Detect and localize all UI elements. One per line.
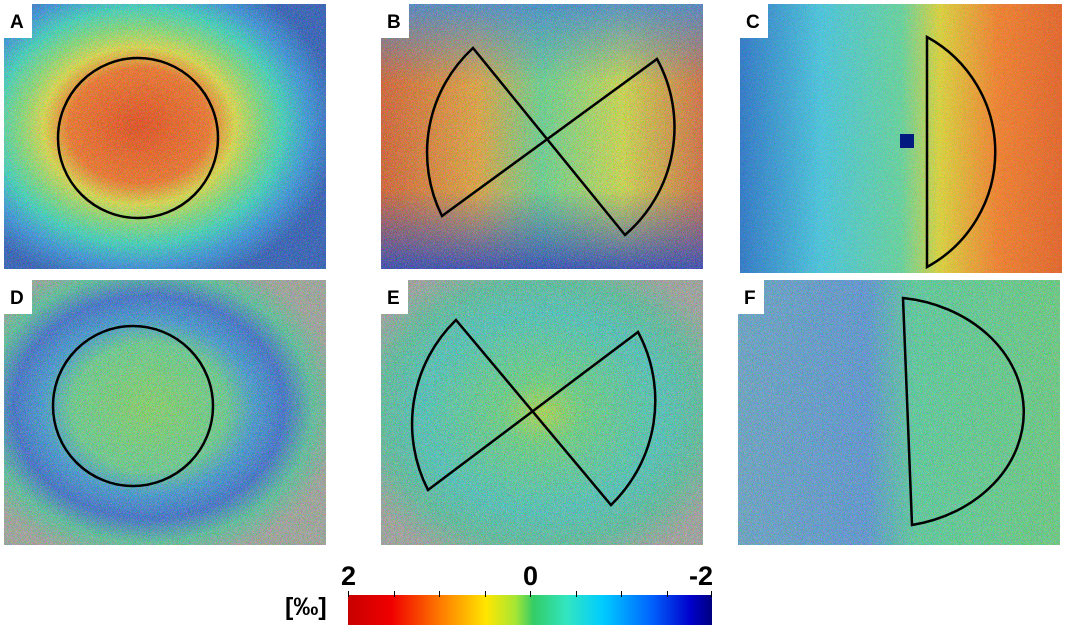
panel-d-heatmap bbox=[4, 280, 326, 545]
colorbar-unit: [‰] bbox=[285, 593, 327, 621]
half-disk-outline bbox=[901, 296, 1025, 527]
colorbar-min-label: -2 bbox=[689, 561, 714, 591]
bowtie-outline bbox=[425, 46, 676, 237]
panel-f: F bbox=[738, 280, 1060, 545]
circle-outline bbox=[51, 324, 215, 488]
panel-label-a: A bbox=[4, 4, 32, 38]
panel-e: E bbox=[381, 280, 703, 545]
colorbar-tick bbox=[485, 591, 486, 597]
colorbar-tick bbox=[621, 591, 622, 597]
colorbar-tick bbox=[439, 591, 440, 597]
panel-label-e: E bbox=[381, 280, 408, 314]
panel-f-heatmap bbox=[738, 280, 1060, 545]
panel-a-heatmap bbox=[4, 4, 326, 269]
panel-b-heatmap bbox=[381, 4, 703, 269]
dark-spot bbox=[900, 134, 914, 148]
colorbar-max-label: 2 bbox=[341, 561, 357, 591]
panel-c-heatmap bbox=[740, 4, 1062, 273]
colorbar-tick bbox=[667, 591, 668, 597]
panel-label-b: B bbox=[381, 4, 409, 38]
colorbar-tick bbox=[348, 591, 349, 597]
colorbar: [‰] 2 0 -2 bbox=[285, 561, 730, 625]
panel-e-heatmap bbox=[381, 280, 703, 545]
colorbar-tick bbox=[530, 591, 531, 597]
half-disk-outline bbox=[925, 34, 997, 270]
colorbar-tick bbox=[711, 591, 712, 597]
panel-a: A bbox=[4, 4, 326, 269]
bowtie-outline bbox=[410, 318, 657, 507]
panel-label-d: D bbox=[4, 280, 32, 314]
panel-label-f: F bbox=[738, 280, 764, 314]
colorbar-gradient bbox=[348, 595, 712, 625]
colorbar-tick bbox=[576, 591, 577, 597]
panel-b: B bbox=[381, 4, 703, 269]
colorbar-tick bbox=[394, 591, 395, 597]
panel-d: D bbox=[4, 280, 326, 545]
circle-outline bbox=[56, 56, 220, 220]
panel-label-c: C bbox=[740, 4, 768, 38]
panel-c: C bbox=[740, 4, 1062, 273]
colorbar-mid-label: 0 bbox=[523, 561, 539, 591]
